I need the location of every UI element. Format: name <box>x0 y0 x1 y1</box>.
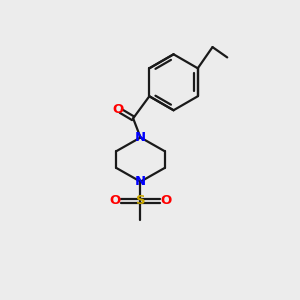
Text: N: N <box>135 175 146 188</box>
Text: O: O <box>160 194 172 207</box>
Text: N: N <box>135 131 146 144</box>
Text: O: O <box>109 194 121 207</box>
Text: S: S <box>136 194 145 207</box>
Text: O: O <box>113 103 124 116</box>
